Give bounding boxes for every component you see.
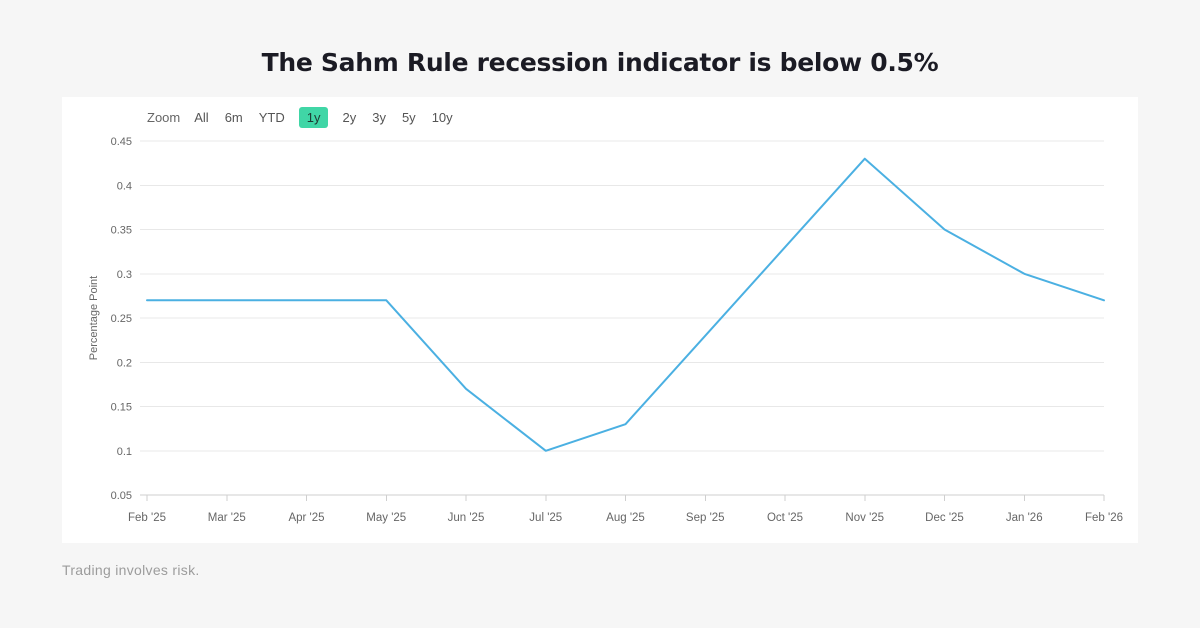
- range-button-ytd[interactable]: YTD: [258, 109, 285, 125]
- x-tick-label: Feb '25: [128, 512, 166, 524]
- y-axis-title: Percentage Point: [88, 276, 100, 360]
- y-tick-label: 0.05: [111, 490, 132, 502]
- x-tick-label: Jul '25: [529, 512, 562, 524]
- x-tick-label: Sep '25: [686, 512, 725, 524]
- range-selector-toolbar: Zoom All 6m YTD 1y 2y 3y 5y 10y: [147, 106, 455, 128]
- chart-svg[interactable]: 0.05 0.1 0.15 0.2 0.25 0.3 0.35 0.4 0.45 Feb '25 M…: [62, 97, 1138, 543]
- range-button-10y[interactable]: 10y: [431, 109, 453, 125]
- zoom-label: Zoom: [147, 109, 181, 125]
- y-tick-label: 0.45: [111, 136, 132, 148]
- y-tick-label: 0.2: [117, 357, 132, 369]
- y-tick-label: 0.1: [117, 446, 132, 458]
- x-tick-label: Aug '25: [606, 512, 645, 524]
- y-tick-label: 0.3: [117, 269, 132, 281]
- range-button-5y[interactable]: 5y: [401, 109, 416, 125]
- y-tick-label: 0.15: [111, 402, 132, 414]
- x-tick-label: Jan '26: [1006, 512, 1043, 524]
- range-button-1y[interactable]: 1y: [298, 106, 329, 128]
- x-tick-label: Feb '26: [1085, 512, 1123, 524]
- y-tick-label: 0.4: [117, 180, 132, 192]
- range-button-6m[interactable]: 6m: [224, 109, 243, 125]
- series-line: [146, 157, 1105, 452]
- chart-card: Zoom All 6m YTD 1y 2y 3y 5y 10y 0.05 0.1 0.15 0.2 0…: [62, 97, 1138, 543]
- range-button-2y[interactable]: 2y: [342, 109, 357, 125]
- range-button-3y[interactable]: 3y: [372, 109, 386, 125]
- x-tick-label: Nov '25: [845, 512, 884, 524]
- x-tick-label: Dec '25: [925, 512, 964, 524]
- x-tick-label: Mar '25: [208, 512, 246, 524]
- y-tick-label: 0.35: [111, 225, 132, 237]
- x-tick-label: Oct '25: [767, 512, 803, 524]
- range-button-all[interactable]: All: [194, 109, 209, 125]
- x-tick-label: Apr '25: [288, 512, 324, 524]
- footer-disclaimer: Trading involves risk.: [62, 562, 200, 578]
- y-tick-label: 0.25: [111, 313, 132, 325]
- x-tick-label: May '25: [366, 512, 406, 524]
- x-tick-label: Jun '25: [448, 512, 485, 524]
- page-title: The Sahm Rule recession indicator is bel…: [261, 48, 939, 77]
